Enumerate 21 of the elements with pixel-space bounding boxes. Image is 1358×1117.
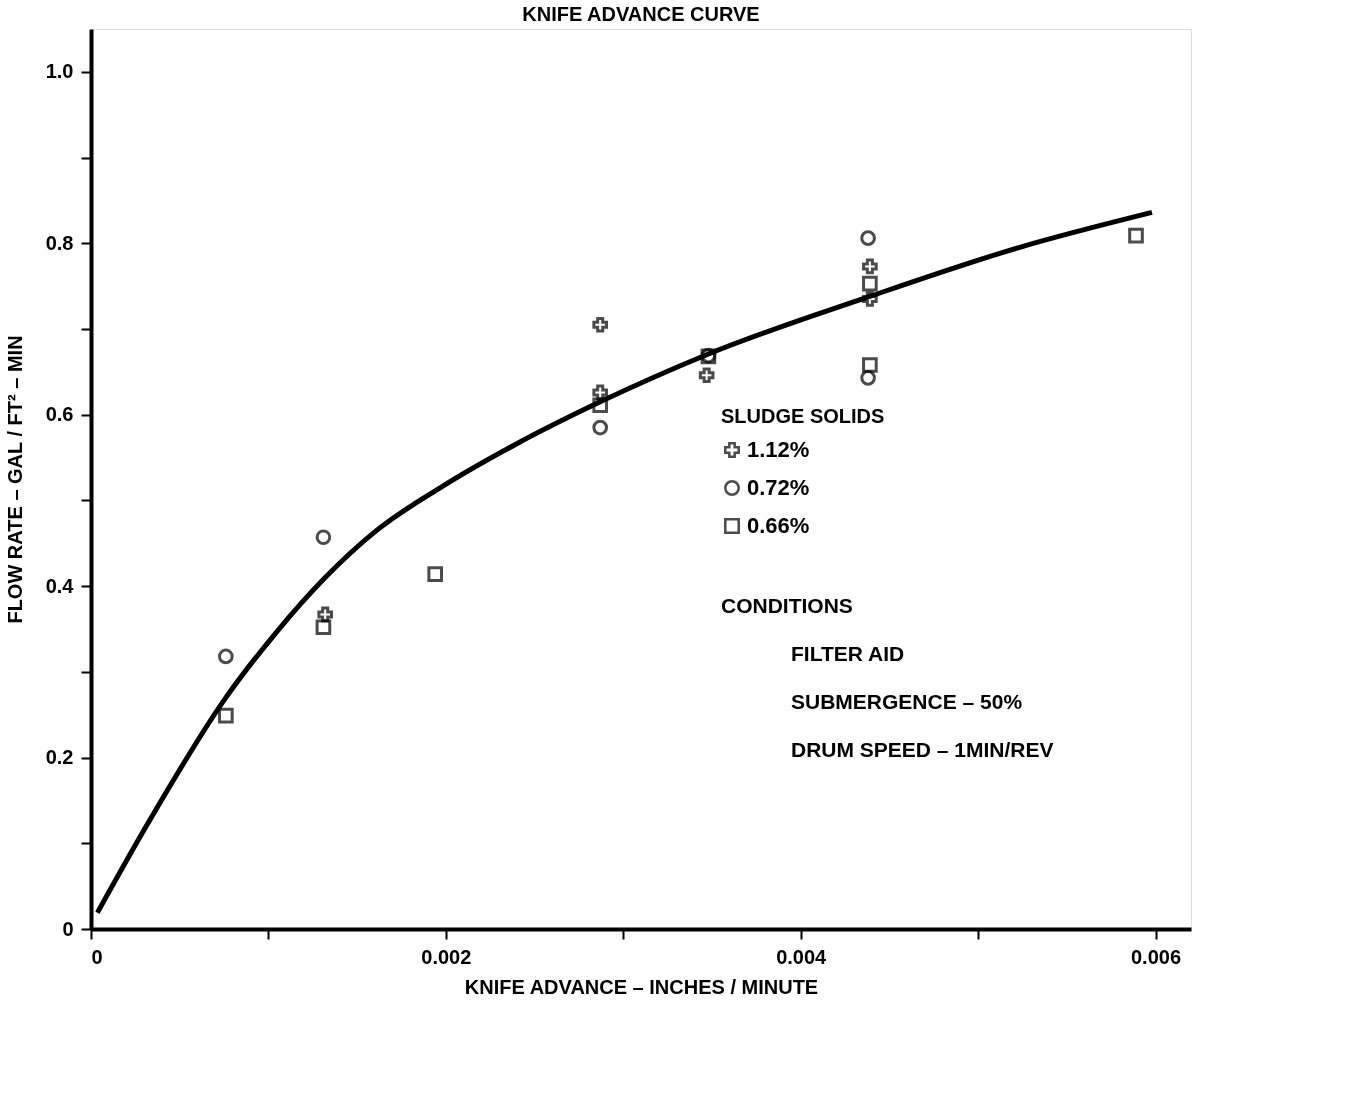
- y-tick-label: 0.6: [45, 403, 74, 426]
- annotation: FILTER AID: [791, 642, 905, 665]
- x-tick-label: 0: [91, 945, 103, 968]
- legend-title: SLUDGE SOLIDS: [721, 405, 885, 427]
- annotation: DRUM SPEED – 1MIN/REV: [791, 738, 1054, 761]
- x-tick-label: 0.004: [776, 945, 828, 968]
- y-tick-label: 0: [62, 917, 74, 940]
- legend-label: 0.66%: [747, 513, 810, 538]
- chart-title: KNIFE ADVANCE CURVE: [522, 3, 760, 25]
- legend-label: 1.12%: [747, 437, 810, 462]
- annotation: SUBMERGENCE – 50%: [791, 690, 1023, 713]
- x-tick-label: 0.002: [421, 945, 472, 968]
- x-tick-label: 0.006: [1130, 945, 1182, 968]
- y-axis-title: FLOW RATE – GAL / FT² – MIN: [3, 335, 26, 624]
- annotation: CONDITIONS: [721, 594, 853, 617]
- y-tick-label: 0.2: [45, 746, 74, 769]
- y-tick-label: 0.4: [45, 574, 75, 597]
- y-tick-label: 0.8: [45, 231, 74, 254]
- legend-label: 0.72%: [747, 475, 810, 500]
- y-tick-label: 1.0: [45, 60, 74, 83]
- x-axis-title: KNIFE ADVANCE – INCHES / MINUTE: [464, 975, 819, 998]
